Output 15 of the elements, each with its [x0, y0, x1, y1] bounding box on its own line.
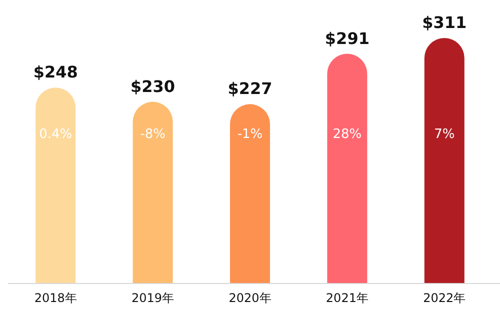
- annotation: 28%: [332, 127, 362, 142]
- data-label: $291: [324, 28, 370, 48]
- data-label: $227: [228, 79, 272, 98]
- data-label: $311: [422, 13, 467, 32]
- x-tick-label: 2022年: [423, 291, 466, 305]
- annotation: -1%: [237, 127, 263, 142]
- annotation: -8%: [140, 127, 166, 142]
- data-label: $248: [33, 62, 78, 82]
- x-tick-label: 2020年: [228, 291, 272, 305]
- annotation: 0.4%: [39, 127, 72, 142]
- data-label: $230: [130, 76, 176, 96]
- x-tick-label: 2018年: [34, 291, 77, 305]
- x-tick-label: 2021年: [326, 291, 368, 305]
- x-tick-label: 2019年: [132, 291, 174, 305]
- annotation: 7%: [434, 127, 455, 142]
